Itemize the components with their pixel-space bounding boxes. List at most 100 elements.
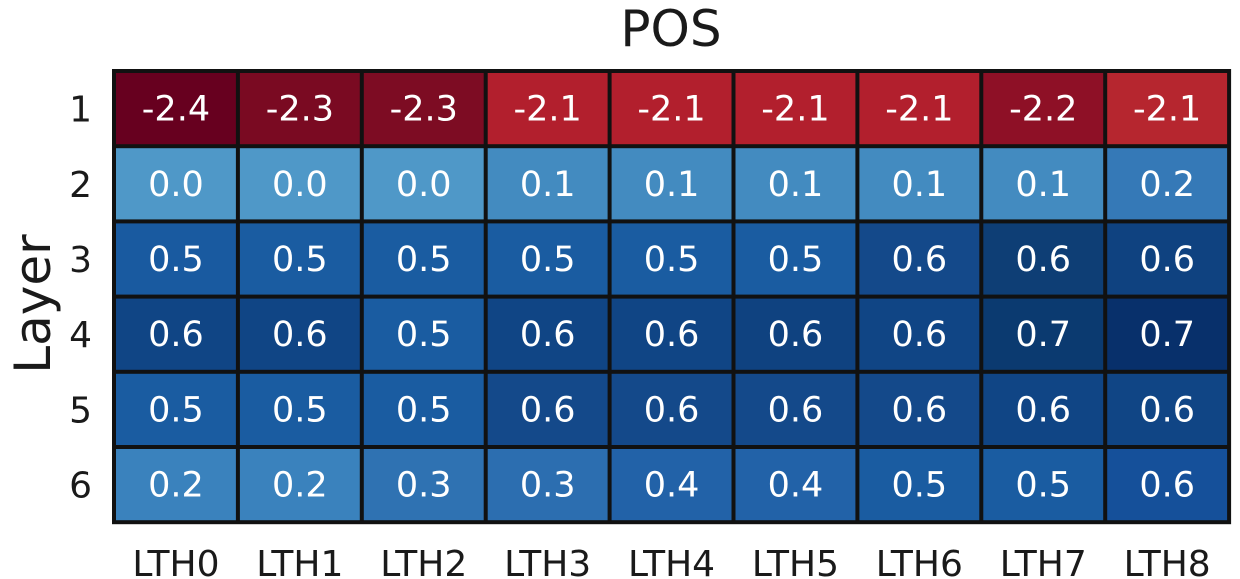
chart-title: POS <box>620 0 721 58</box>
cell-value-label: 0.7 <box>1139 315 1195 355</box>
cell-value-label: -2.1 <box>1133 90 1201 130</box>
heatmap-cell <box>735 148 856 220</box>
x-tick-label: LTH4 <box>628 544 715 579</box>
heatmap-cell <box>487 449 608 521</box>
cell-value-label: 0.6 <box>644 315 700 355</box>
cell-value-label: 0.5 <box>272 390 328 430</box>
cell-value-label: 0.6 <box>892 315 948 355</box>
cell-value-label: -2.4 <box>142 90 210 130</box>
cell-value-label: 0.6 <box>892 390 948 430</box>
heatmap-cell <box>239 373 360 445</box>
x-axis-ticks: LTH0 LTH1 LTH2 LTH3 LTH4 LTH5 LTH6 LTH7 LTH8 <box>132 544 1210 579</box>
x-tick-label: LTH3 <box>504 544 591 579</box>
heatmap-cell <box>116 223 236 295</box>
heatmap-cell <box>239 223 360 295</box>
cell-value-label: 0.6 <box>768 315 824 355</box>
cell-value-label: 0.1 <box>644 165 700 205</box>
x-tick-label: LTH8 <box>1124 544 1211 579</box>
cell-value-label: 0.1 <box>520 165 576 205</box>
cell-value-label: 0.5 <box>644 240 700 280</box>
heatmap-cell <box>611 449 732 521</box>
cell-value-label: 0.4 <box>644 466 700 506</box>
cell-value-label: 0.2 <box>148 466 204 506</box>
heatmap-cell <box>735 73 856 145</box>
y-axis-label: Layer <box>4 234 62 374</box>
heatmap-cell <box>487 73 608 145</box>
y-tick-label: 3 <box>69 240 92 281</box>
heatmap-cell <box>859 373 980 445</box>
cell-value-label: 0.5 <box>396 390 452 430</box>
heatmap-cell <box>1107 223 1228 295</box>
cell-value-label: -2.1 <box>637 90 705 130</box>
heatmap-cell <box>1107 373 1228 445</box>
heatmap-cell <box>116 148 236 220</box>
cell-value-label: 0.1 <box>1015 165 1071 205</box>
heatmap-cell <box>859 73 980 145</box>
x-tick-label: LTH7 <box>1000 544 1087 579</box>
heatmap-cell <box>983 148 1104 220</box>
cell-value-label: 0.2 <box>272 466 328 506</box>
heatmap-cell <box>116 373 236 445</box>
cell-value-label: 0.5 <box>272 240 328 280</box>
cell-value-label: 0.5 <box>520 240 576 280</box>
heatmap-cell <box>1107 298 1228 370</box>
cell-value-label: 0.6 <box>768 390 824 430</box>
cell-value-label: 0.5 <box>148 390 204 430</box>
y-axis-ticks: 1 2 3 4 5 6 <box>69 90 92 507</box>
cell-value-label: 0.5 <box>148 240 204 280</box>
heatmap-cell <box>735 449 856 521</box>
heatmap-cell <box>487 298 608 370</box>
cell-value-label: 0.3 <box>520 466 576 506</box>
cell-value-label: 0.3 <box>396 466 452 506</box>
cell-value-label: 0.7 <box>1015 315 1071 355</box>
heatmap-cell <box>983 73 1104 145</box>
cell-value-label: 0.6 <box>1139 390 1195 430</box>
heatmap-cell <box>859 223 980 295</box>
heatmap-cell <box>116 73 236 145</box>
heatmap-cell <box>487 373 608 445</box>
heatmap-cell <box>735 223 856 295</box>
cell-value-label: 0.6 <box>520 390 576 430</box>
cell-value-label: 0.0 <box>272 165 328 205</box>
heatmap-cell <box>363 298 484 370</box>
heatmap-cell <box>611 73 732 145</box>
cell-value-label: 0.6 <box>1139 466 1195 506</box>
heatmap-cell <box>859 298 980 370</box>
cell-value-label: 0.5 <box>768 240 824 280</box>
heatmap-cell <box>1107 148 1228 220</box>
cell-value-label: 0.6 <box>1139 240 1195 280</box>
heatmap-cell <box>363 73 484 145</box>
heatmap-cell <box>611 373 732 445</box>
heatmap-cell <box>611 223 732 295</box>
y-tick-label: 5 <box>69 390 92 431</box>
heatmap-cell <box>363 449 484 521</box>
heatmap-cell <box>735 298 856 370</box>
x-tick-label: LTH6 <box>876 544 963 579</box>
heatmap-cell <box>983 298 1104 370</box>
cell-value-label: 0.5 <box>1015 466 1071 506</box>
heatmap-cell <box>611 148 732 220</box>
y-tick-label: 1 <box>69 90 92 131</box>
heatmap-cell <box>859 148 980 220</box>
heatmap-cell <box>1107 449 1228 521</box>
cell-value-label: 0.6 <box>1015 240 1071 280</box>
cell-value-label: -2.1 <box>885 90 953 130</box>
y-tick-label: 4 <box>69 315 92 356</box>
y-tick-label: 2 <box>69 165 92 206</box>
heatmap-cell <box>983 449 1104 521</box>
heatmap-cell <box>859 449 980 521</box>
cell-value-label: -2.1 <box>514 90 582 130</box>
heatmap-cell <box>239 449 360 521</box>
cell-value-label: 0.6 <box>148 315 204 355</box>
cell-value-label: 0.4 <box>768 466 824 506</box>
heatmap-cell <box>611 298 732 370</box>
heatmap-cell <box>487 148 608 220</box>
cell-value-label: 0.1 <box>892 165 948 205</box>
x-tick-label: LTH0 <box>132 544 219 579</box>
x-tick-label: LTH2 <box>380 544 467 579</box>
heatmap-cell <box>983 373 1104 445</box>
heatmap-cells: -2.4 -2.3 -2.3 -2.1 -2.1 -2.1 -2.1 -2.2 -2.1 0.0 0… <box>112 69 1232 525</box>
cell-value-label: 0.6 <box>520 315 576 355</box>
cell-value-label: 0.0 <box>396 165 452 205</box>
heatmap-cell <box>735 373 856 445</box>
